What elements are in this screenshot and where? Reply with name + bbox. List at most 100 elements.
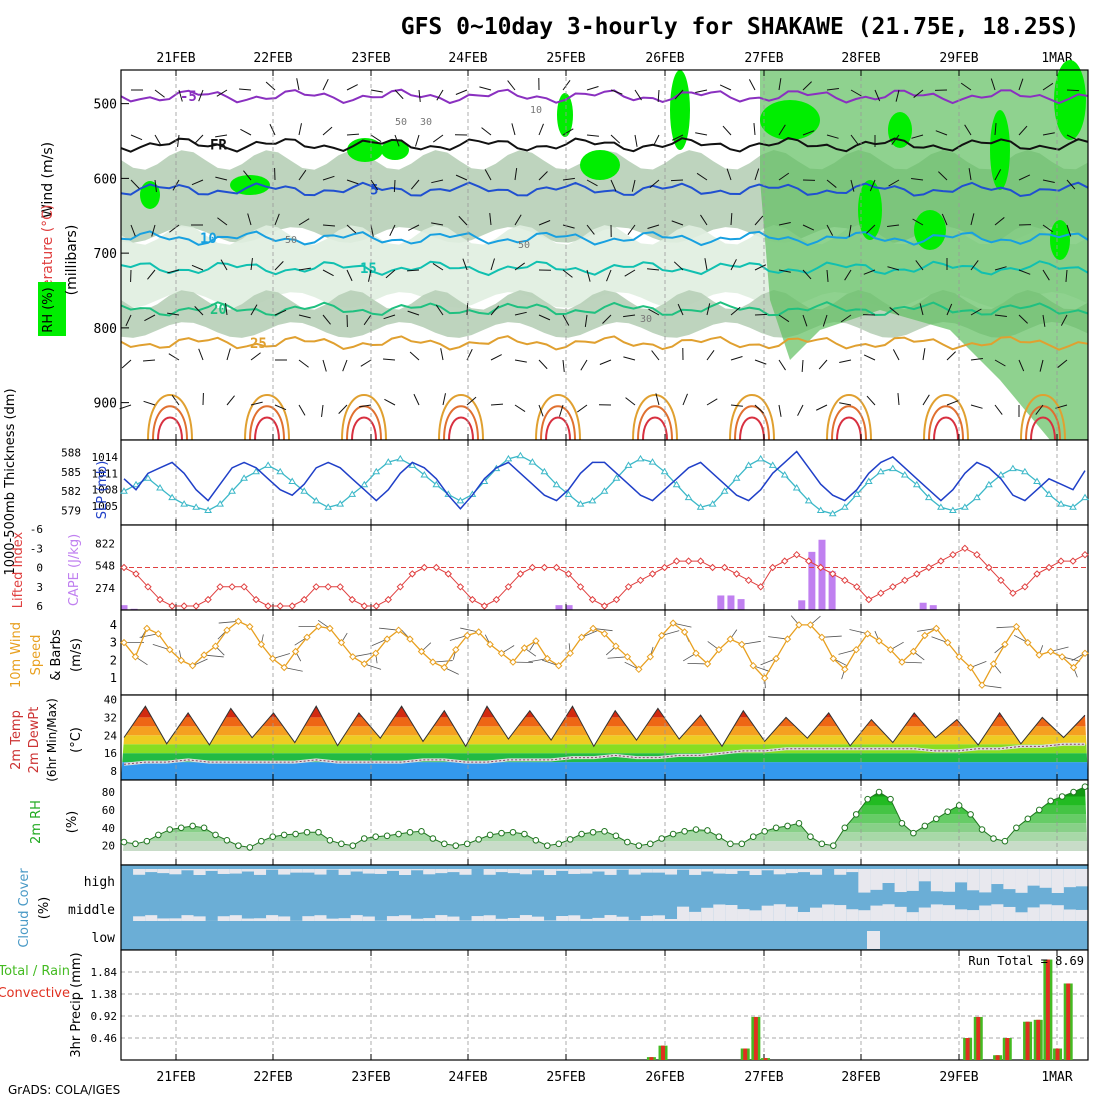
wind-barb (342, 359, 348, 372)
isotherm-line (120, 137, 1089, 153)
thickness-point (888, 464, 897, 472)
thickness-point (324, 503, 333, 510)
thickness-point (144, 474, 152, 481)
wind-speed-point (623, 653, 632, 661)
wind-barb (778, 172, 790, 181)
wind-barb (431, 222, 444, 226)
wind-speed-point (326, 624, 334, 633)
rh-point (990, 835, 997, 842)
precip-panel: 0.46 0.92 1.38 1.84 Run Total = 8.69 3hr Prec… (0, 949, 1089, 1061)
lifted-index-point (901, 576, 909, 585)
wind-barb (194, 306, 204, 316)
upper-air-panel: -5 FR 5 10 15 20 25 50 30 10 50 50 30 500 600 700 800 900… (38, 60, 1089, 441)
thickness-point (408, 461, 417, 468)
lifted-index-point (480, 602, 489, 610)
wind-barb (778, 359, 786, 371)
ylabel-slp: SLP (mb) (95, 461, 110, 520)
thickness-point (552, 480, 561, 488)
cloud-mid-cell (314, 915, 327, 921)
wind-barb (1018, 314, 1028, 324)
wind-barb (346, 133, 360, 136)
cape-bar (120, 605, 128, 610)
cloud-mid-cell (229, 915, 242, 921)
wind-tick-label: 1 (110, 671, 117, 685)
wind-speed-point (211, 642, 220, 650)
wind-barb (657, 89, 660, 103)
thickness-point (276, 467, 285, 475)
wind-barb (887, 266, 900, 271)
lifted-index-point (744, 576, 753, 585)
wind-barb (580, 359, 588, 371)
wind-barb (892, 349, 900, 361)
cloud-mid-cell (1039, 904, 1052, 921)
cloud-high-cell (834, 869, 847, 875)
wind-barb (298, 218, 310, 226)
wind-barb (431, 179, 444, 184)
lifted-index-point (1033, 570, 1041, 578)
cloud-high-cell (870, 869, 883, 890)
bottom-date-label: 22FEB (253, 1070, 292, 1085)
warm-contour (157, 416, 183, 441)
thickness-point (288, 477, 297, 484)
wind-barb (754, 359, 767, 365)
ylabel-rh-a: 2m RH (29, 800, 44, 844)
lifted-index-point (660, 563, 669, 572)
thickness-point (564, 490, 573, 497)
temp-band (121, 744, 1088, 754)
rh-point (532, 836, 540, 844)
wind-speed-point (131, 653, 140, 661)
cloud-mid-cell (604, 915, 617, 921)
thickness-point (876, 467, 885, 475)
wind-barb (730, 356, 743, 361)
cloud-mid-cell (326, 918, 339, 921)
ylabel-temp-d: (°C) (69, 727, 84, 753)
lifted-index-point (204, 595, 212, 604)
wind-speed-point (554, 661, 563, 670)
wind-barb (274, 309, 287, 316)
wind-barb (514, 262, 526, 271)
wind-speed-point (749, 661, 757, 670)
wind-barb (394, 134, 400, 147)
cloud-mid-cell (169, 918, 182, 921)
ylabel-rh: RH (%) (41, 287, 56, 332)
cloud-mid-cell (822, 904, 835, 921)
wind-barb (225, 303, 228, 316)
lifted-index-point (1057, 557, 1065, 565)
rh-point (612, 832, 620, 840)
rh-high-blob (580, 150, 620, 180)
cloud-mid-cell (447, 916, 460, 921)
rh-point (257, 837, 265, 845)
cape-bar (717, 595, 725, 610)
wind-barb (1042, 132, 1055, 136)
cloud-high-cell (967, 869, 980, 891)
rh-point (406, 828, 414, 836)
rh-high-blob (914, 210, 946, 250)
lifted-index-point (708, 563, 717, 572)
wind-barb (586, 134, 599, 137)
wind-barb (822, 314, 828, 327)
ylabel-rh-b: (%) (65, 811, 80, 834)
wind-barb (748, 79, 756, 91)
lifted-index-point (180, 602, 188, 610)
precip-conv-bar (976, 1016, 981, 1060)
wind-barb (154, 179, 157, 192)
lifted-index-point (576, 583, 585, 591)
thickness-point (840, 503, 849, 510)
rh-point (246, 844, 254, 851)
cloud-mid-cell (531, 916, 545, 921)
lifted-index-point (348, 595, 356, 604)
wind-barb (778, 222, 791, 226)
rh-contour-label: 50 (285, 235, 297, 246)
wind-speed-point (909, 647, 918, 656)
warm-contour (341, 394, 387, 441)
cloud-high-cell (302, 869, 315, 873)
wind-speed-point (349, 653, 357, 661)
rh-point (635, 842, 643, 849)
lifted-index-point (648, 570, 657, 578)
cloud-mid-cell (544, 920, 557, 921)
wind-barb (538, 220, 551, 226)
wind-speed-point (795, 621, 803, 629)
lifted-index-point (961, 544, 969, 553)
wind-speed-point (875, 637, 883, 645)
wind-speed-point (143, 624, 151, 633)
